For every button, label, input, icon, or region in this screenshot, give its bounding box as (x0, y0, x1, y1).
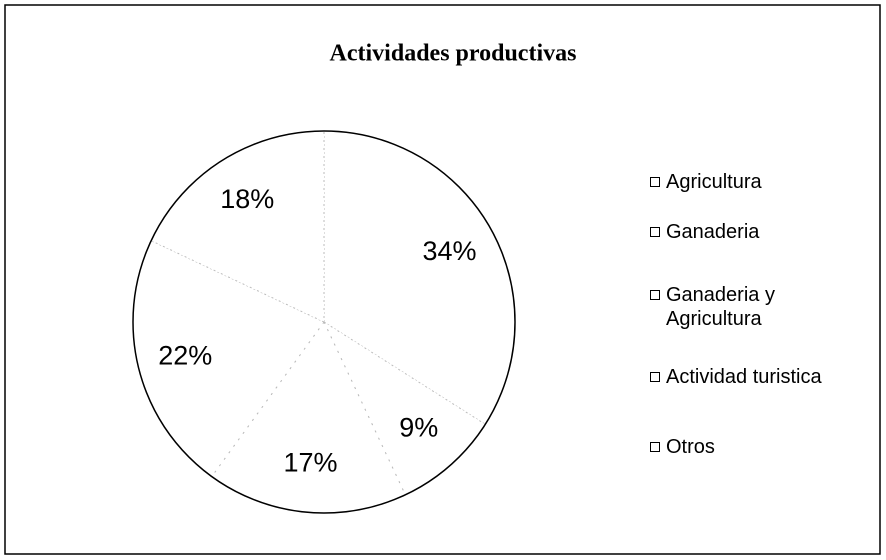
data-label: 22% (158, 341, 212, 371)
legend-label: Ganaderia y Agricultura (666, 284, 775, 330)
chart-title: Actividades productivas (330, 41, 577, 67)
legend-item: Otros (650, 435, 866, 459)
data-label: 17% (283, 448, 337, 478)
legend-swatch (650, 227, 660, 237)
legend-label: Actividad turistica (666, 366, 822, 388)
legend-item: Actividad turistica (650, 365, 866, 389)
pie-outline (132, 130, 516, 514)
legend-item: Ganaderia y Agricultura (650, 283, 796, 331)
legend-label: Agricultura (666, 171, 762, 193)
legend-swatch (650, 177, 660, 187)
legend-item: Ganaderia (650, 220, 866, 244)
pie-slice (322, 320, 486, 496)
pie-slice (132, 240, 325, 478)
legend-swatch (650, 372, 660, 382)
legend-item: Agricultura (650, 170, 866, 194)
data-label: 18% (220, 184, 274, 214)
legend-label: Otros (666, 436, 715, 458)
legend-swatch (650, 442, 660, 452)
data-label: 34% (423, 236, 477, 266)
legend-label: Ganaderia (666, 221, 760, 243)
data-label: 9% (399, 413, 438, 443)
legend-swatch (650, 290, 660, 300)
